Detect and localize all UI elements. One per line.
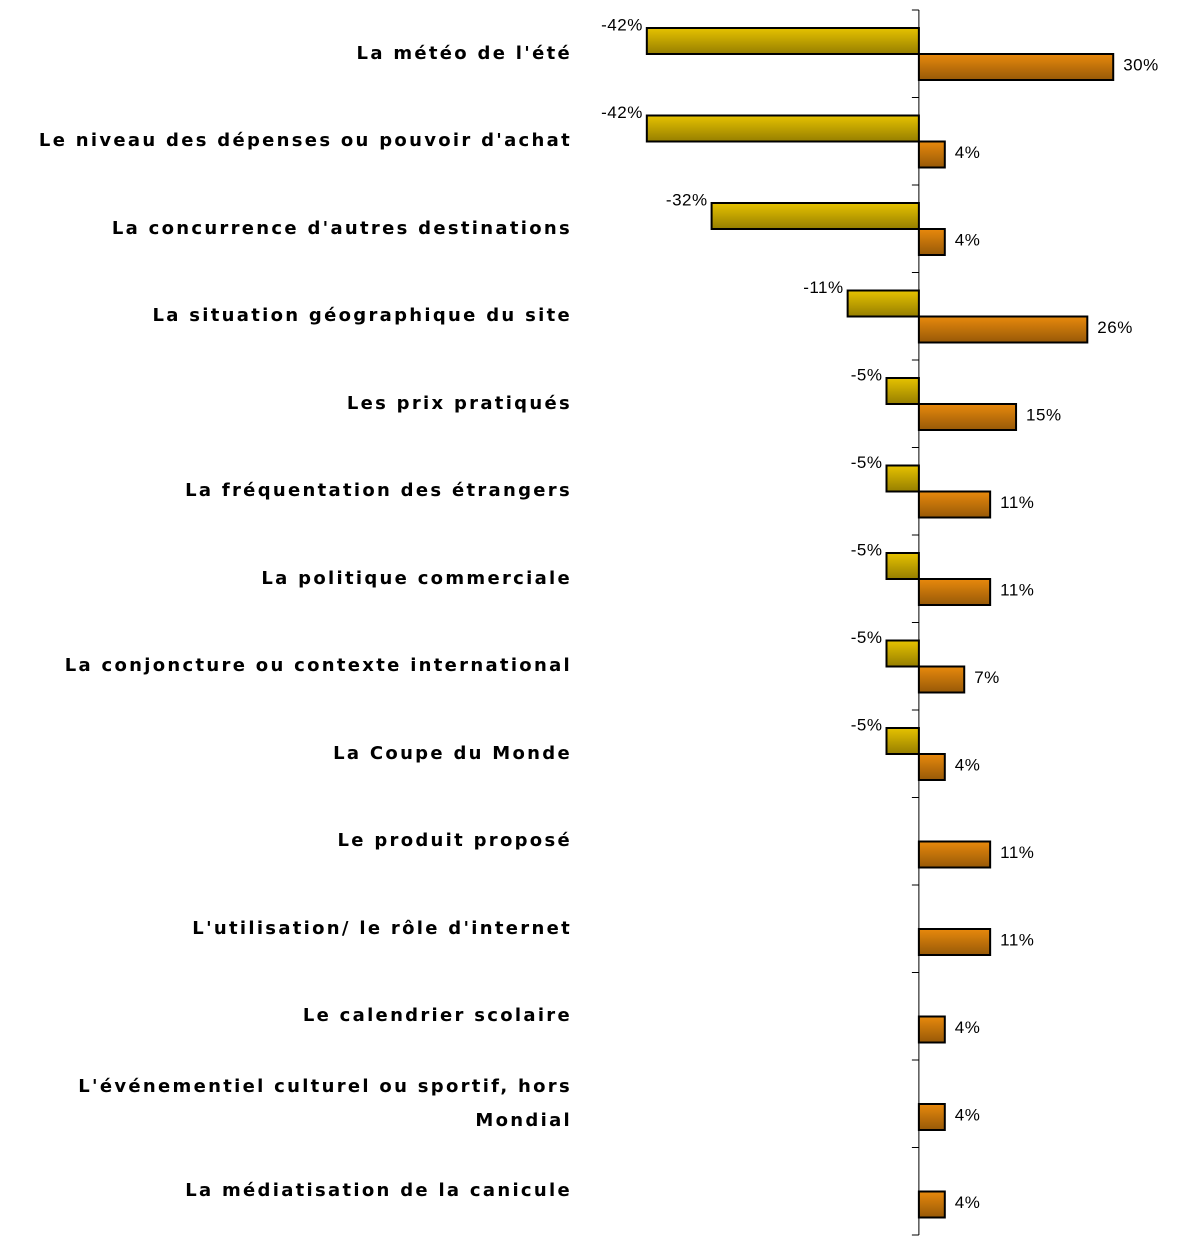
- value-label: -5%: [851, 453, 883, 472]
- bar: [710, 202, 920, 230]
- value-label: 4%: [955, 1018, 981, 1037]
- value-label: 4%: [955, 1193, 981, 1212]
- bar: [917, 578, 992, 606]
- category-label: La politique commerciale: [261, 567, 572, 589]
- bar: [917, 1190, 946, 1219]
- category-label: La conjoncture ou contexte international: [64, 655, 572, 677]
- bar: [917, 53, 1115, 81]
- bar: [846, 289, 920, 318]
- bar: [917, 665, 966, 694]
- category-label: Le niveau des dépenses ou pouvoir d'acha…: [38, 130, 572, 152]
- category-label: L'utilisation/ le rôle d'internet: [192, 917, 572, 939]
- bar: [917, 1103, 946, 1131]
- category-label: La médiatisation de la canicule: [185, 1180, 572, 1202]
- value-label: 11%: [1000, 493, 1034, 512]
- bar: [885, 639, 920, 668]
- value-label: -5%: [851, 715, 883, 734]
- bar: [885, 552, 920, 580]
- value-label: -32%: [666, 190, 708, 209]
- bar: [885, 727, 920, 755]
- bar: [885, 464, 920, 493]
- value-label: 11%: [1000, 843, 1034, 862]
- bar: [917, 315, 1089, 344]
- category-label: La concurrence d'autres destinations: [111, 217, 572, 239]
- category-label: La situation géographique du site: [152, 305, 572, 327]
- bar: [917, 1015, 946, 1044]
- bar: [917, 490, 992, 519]
- value-label: 15%: [1026, 405, 1062, 424]
- value-label: 11%: [1000, 930, 1034, 949]
- value-label: -42%: [601, 103, 643, 122]
- bar: [917, 928, 992, 956]
- category-label: Le calendrier scolaire: [302, 1005, 572, 1027]
- value-label: -5%: [851, 365, 883, 384]
- value-label: -5%: [851, 540, 883, 559]
- bar: [645, 114, 920, 143]
- value-label: 11%: [1000, 580, 1034, 599]
- value-label: 4%: [955, 1105, 981, 1124]
- bar: [917, 403, 1018, 431]
- value-label: 4%: [955, 230, 981, 249]
- category-label: La Coupe du Monde: [333, 742, 572, 764]
- value-label: 7%: [974, 668, 1000, 687]
- bar: [917, 228, 946, 256]
- value-label: 26%: [1097, 318, 1133, 337]
- category-label: La météo de l'été: [356, 42, 572, 64]
- value-label: -42%: [601, 15, 643, 34]
- bar: [885, 377, 920, 405]
- category-label: Les prix pratiqués: [346, 392, 572, 414]
- value-label: 4%: [955, 755, 981, 774]
- bar: [917, 840, 992, 869]
- bar: [917, 753, 946, 781]
- value-label: -5%: [851, 628, 883, 647]
- category-label: La fréquentation des étrangers: [185, 480, 572, 502]
- value-label: 4%: [955, 143, 981, 162]
- value-label: 30%: [1123, 55, 1159, 74]
- value-label: -11%: [803, 278, 843, 297]
- bar: [645, 27, 920, 55]
- category-label: L'événementiel culturel ou sportif, hors…: [78, 1075, 572, 1131]
- bar: [917, 140, 946, 169]
- category-label: Le produit proposé: [337, 830, 572, 852]
